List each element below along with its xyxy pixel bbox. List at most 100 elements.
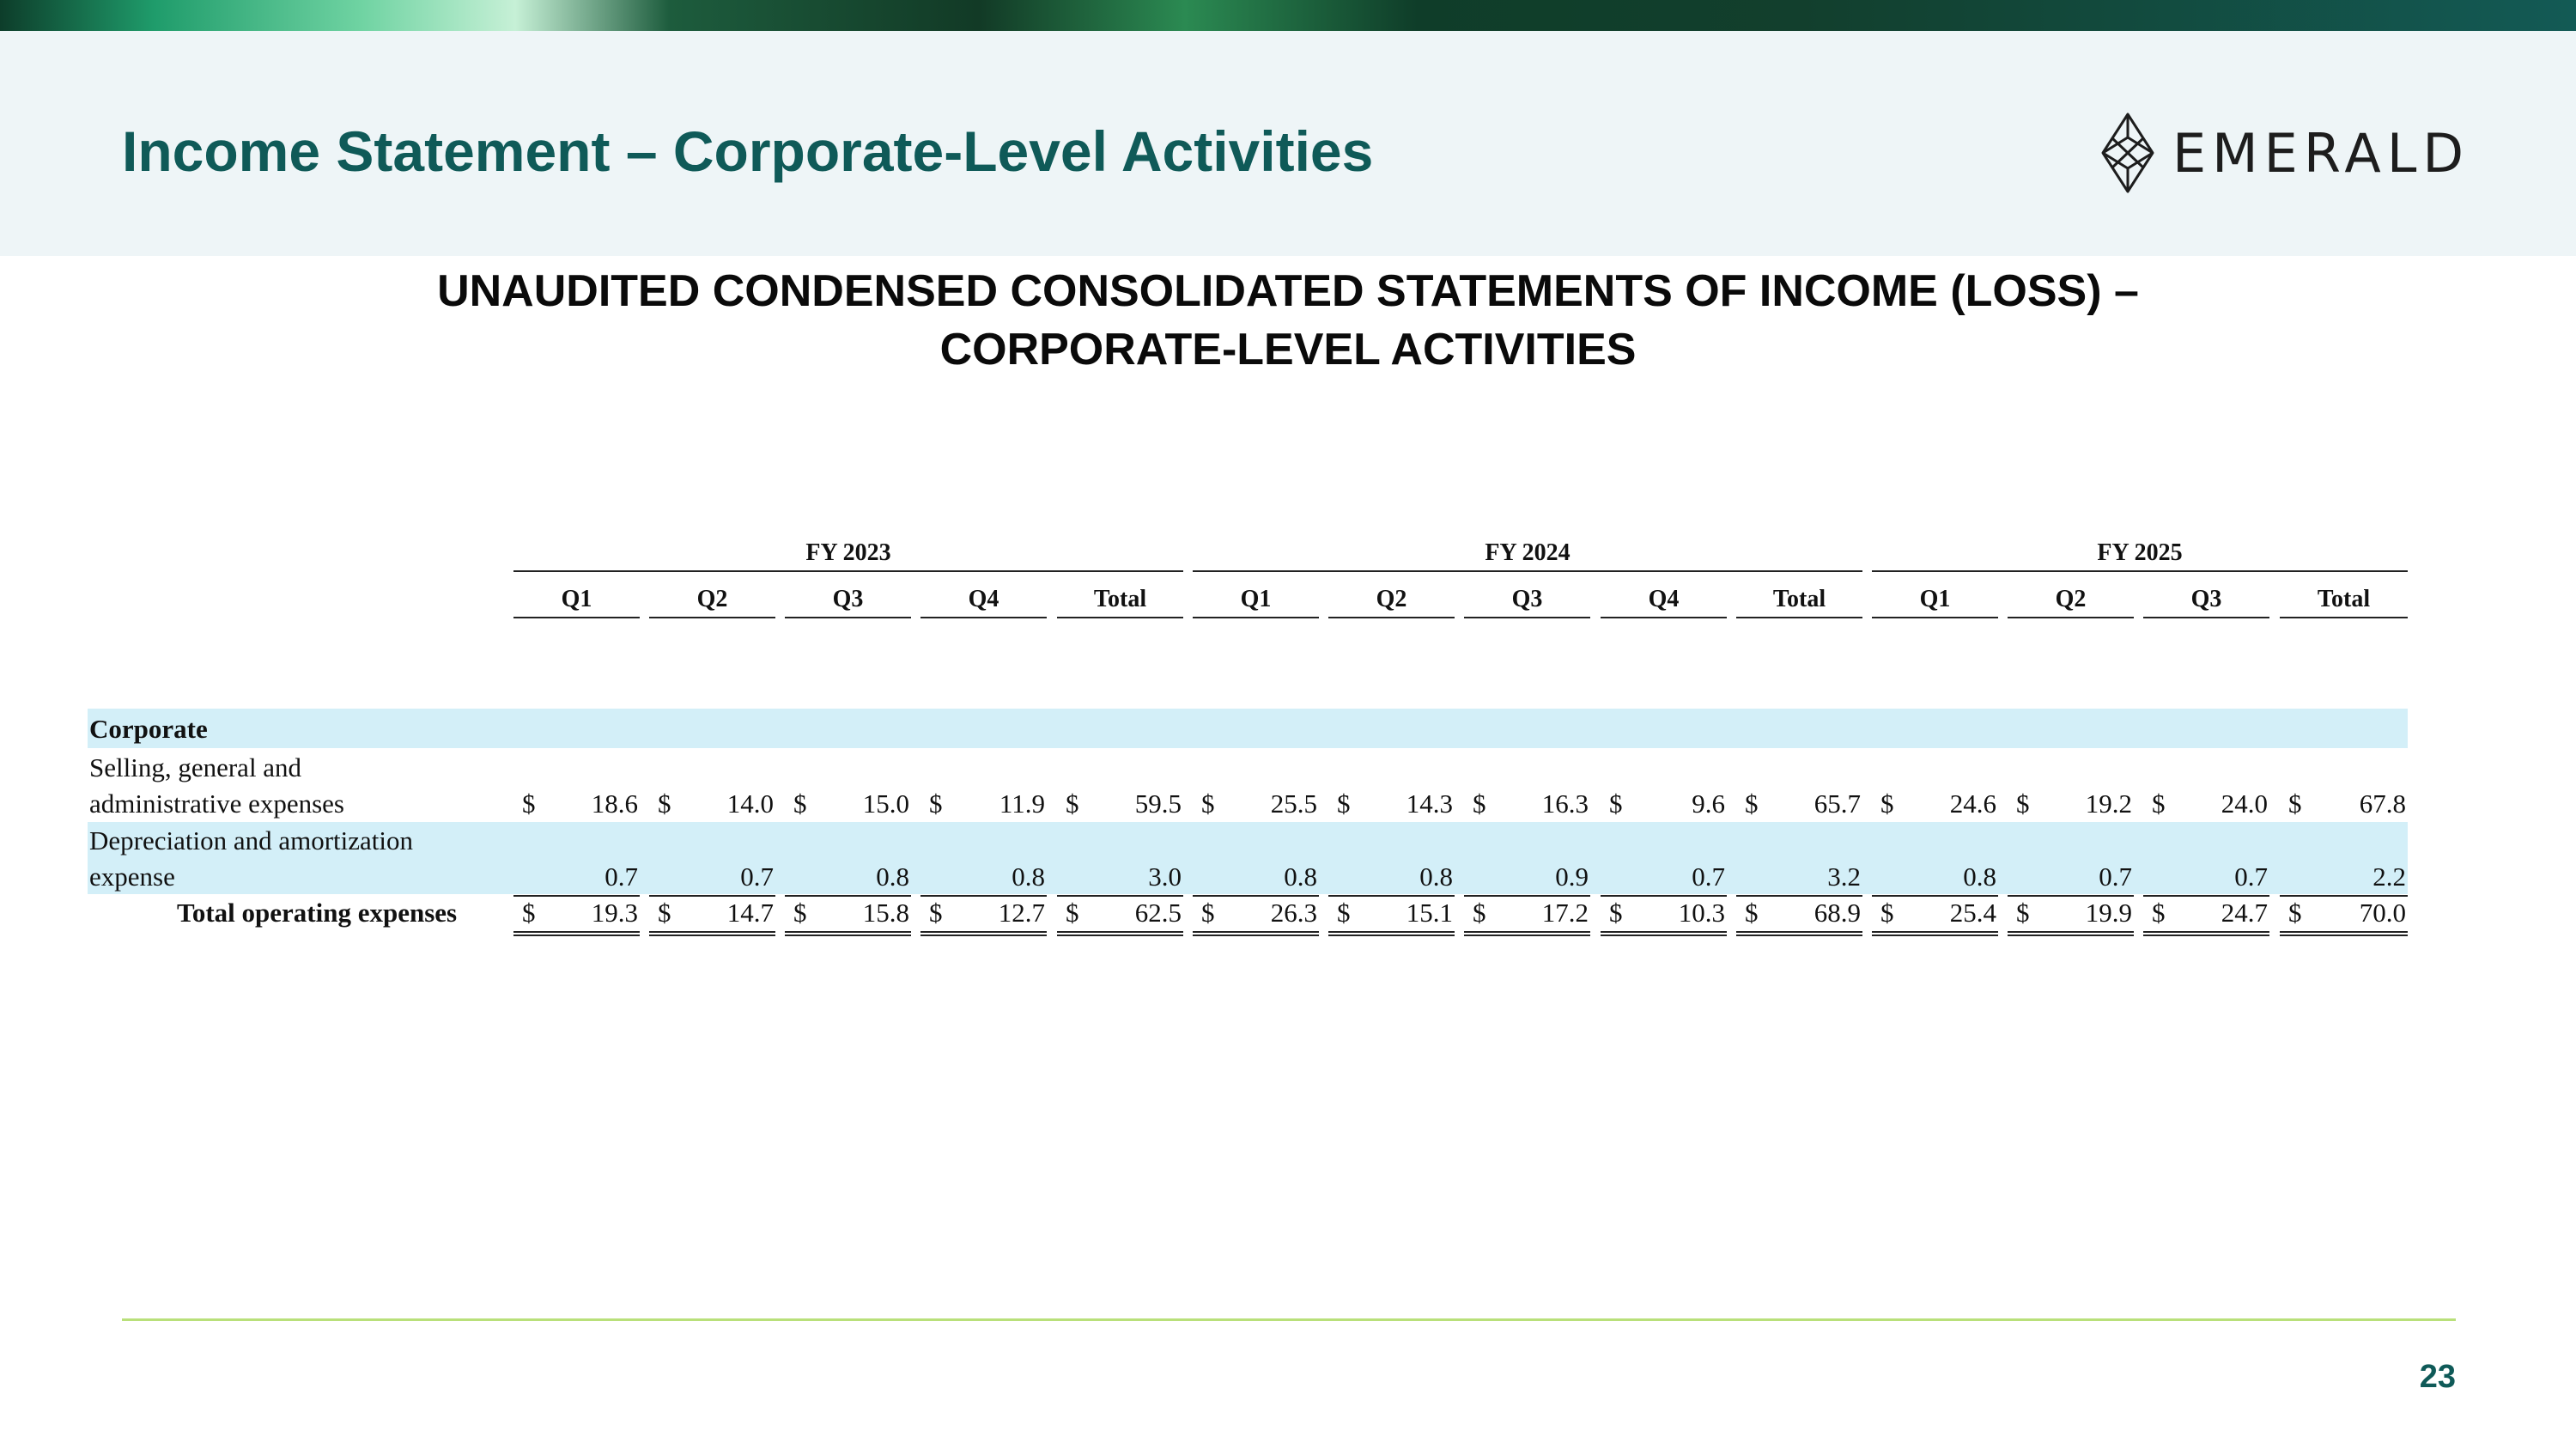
col-header: Total	[2280, 582, 2408, 618]
section-band-corporate	[88, 709, 2408, 748]
footer-divider	[122, 1318, 2456, 1321]
cell-value: 19.3	[591, 898, 638, 928]
cell-depreciation-5: 0.8	[1193, 859, 1319, 897]
cell-value: 0.8	[1284, 861, 1317, 892]
currency-symbol: $	[522, 898, 536, 928]
currency-symbol: $	[2288, 788, 2302, 819]
cell-sga-5: $25.5	[1193, 786, 1319, 822]
cell-value: 24.6	[1949, 788, 1996, 819]
currency-symbol: $	[1473, 898, 1486, 928]
col-header: Total	[1057, 582, 1183, 618]
col-header: Q1	[1193, 582, 1319, 618]
currency-symbol: $	[2016, 898, 2030, 928]
cell-value: 0.8	[1419, 861, 1453, 892]
cell-value: 17.2	[1541, 898, 1589, 928]
cell-sga-11: $19.2	[2008, 786, 2134, 822]
cell-value: 11.9	[999, 788, 1045, 819]
currency-symbol: $	[1609, 788, 1623, 819]
currency-symbol: $	[1745, 788, 1759, 819]
cell-sga-13: $67.8	[2280, 786, 2408, 822]
col-header: Q2	[1328, 582, 1455, 618]
currency-symbol: $	[2288, 898, 2302, 928]
currency-symbol: $	[793, 898, 807, 928]
row-label-total-opex: Total operating expenses	[177, 898, 458, 928]
cell-value: 3.0	[1148, 861, 1182, 892]
cell-depreciation-7: 0.9	[1464, 859, 1590, 897]
cell-value: 68.9	[1814, 898, 1861, 928]
cell-total-opex-2: $15.8	[785, 895, 911, 936]
cell-value: 25.4	[1949, 898, 1996, 928]
cell-total-opex-3: $12.7	[920, 895, 1047, 936]
cell-value: 62.5	[1134, 898, 1182, 928]
cell-value: 67.8	[2359, 788, 2406, 819]
cell-sga-10: $24.6	[1872, 786, 1998, 822]
cell-value: 0.7	[605, 861, 638, 892]
currency-symbol: $	[658, 788, 671, 819]
cell-total-opex-13: $70.0	[2280, 895, 2408, 936]
cell-total-opex-11: $19.9	[2008, 895, 2134, 936]
currency-symbol: $	[1337, 788, 1351, 819]
col-header: Q4	[920, 582, 1047, 618]
subtitle-line-2: CORPORATE-LEVEL ACTIVITIES	[939, 325, 1637, 374]
currency-symbol: $	[1745, 898, 1759, 928]
currency-symbol: $	[1880, 898, 1894, 928]
row-label-sga-line2: administrative expenses	[89, 788, 344, 819]
cell-depreciation-0: 0.7	[513, 859, 640, 897]
cell-value: 25.5	[1270, 788, 1317, 819]
fy-header-2024: FY 2024	[1193, 536, 1862, 572]
cell-depreciation-10: 0.8	[1872, 859, 1998, 897]
currency-symbol: $	[522, 788, 536, 819]
page-number: 23	[2419, 1359, 2456, 1395]
currency-symbol: $	[1066, 898, 1079, 928]
row-label-da-line2: expense	[89, 861, 175, 892]
cell-depreciation-1: 0.7	[649, 859, 775, 897]
currency-symbol: $	[2016, 788, 2030, 819]
cell-value: 70.0	[2359, 898, 2406, 928]
cell-depreciation-9: 3.2	[1736, 859, 1862, 897]
cell-total-opex-0: $19.3	[513, 895, 640, 936]
cell-sga-12: $24.0	[2143, 786, 2269, 822]
col-header: Q2	[649, 582, 775, 618]
cell-sga-8: $9.6	[1601, 786, 1727, 822]
currency-symbol: $	[1337, 898, 1351, 928]
row-band-depreciation	[88, 822, 2408, 894]
col-header: Q1	[1872, 582, 1998, 618]
cell-value: 24.0	[2221, 788, 2268, 819]
top-decorative-banner	[0, 0, 2576, 31]
cell-value: 0.7	[2234, 861, 2268, 892]
cell-value: 12.7	[998, 898, 1045, 928]
cell-value: 0.9	[1555, 861, 1589, 892]
section-label-corporate: Corporate	[89, 714, 208, 744]
cell-value: 19.2	[2085, 788, 2132, 819]
cell-value: 2.2	[2372, 861, 2406, 892]
cell-value: 0.8	[1012, 861, 1045, 892]
col-header: Q1	[513, 582, 640, 618]
cell-depreciation-13: 2.2	[2280, 859, 2408, 897]
logo-wordmark: EMERALD	[2172, 121, 2470, 185]
cell-sga-7: $16.3	[1464, 786, 1590, 822]
cell-total-opex-5: $26.3	[1193, 895, 1319, 936]
row-label-sga-line1: Selling, general and	[89, 752, 302, 782]
currency-symbol: $	[929, 898, 943, 928]
cell-depreciation-6: 0.8	[1328, 859, 1455, 897]
cell-value: 14.0	[726, 788, 774, 819]
col-header: Total	[1736, 582, 1862, 618]
cell-depreciation-4: 3.0	[1057, 859, 1183, 897]
slide-title: Income Statement – Corporate-Level Activ…	[122, 119, 1374, 183]
cell-total-opex-12: $24.7	[2143, 895, 2269, 936]
cell-value: 3.2	[1827, 861, 1861, 892]
currency-symbol: $	[1609, 898, 1623, 928]
cell-value: 0.7	[1692, 861, 1725, 892]
currency-symbol: $	[1066, 788, 1079, 819]
fy-header-2023: FY 2023	[513, 536, 1183, 572]
currency-symbol: $	[929, 788, 943, 819]
cell-total-opex-9: $68.9	[1736, 895, 1862, 936]
statement-subtitle: UNAUDITED CONDENSED CONSOLIDATED STATEME…	[0, 262, 2576, 379]
emerald-diamond-icon	[2101, 113, 2154, 193]
cell-depreciation-2: 0.8	[785, 859, 911, 897]
cell-value: 15.8	[862, 898, 909, 928]
cell-value: 10.3	[1678, 898, 1725, 928]
cell-total-opex-10: $25.4	[1872, 895, 1998, 936]
cell-value: 15.1	[1406, 898, 1453, 928]
